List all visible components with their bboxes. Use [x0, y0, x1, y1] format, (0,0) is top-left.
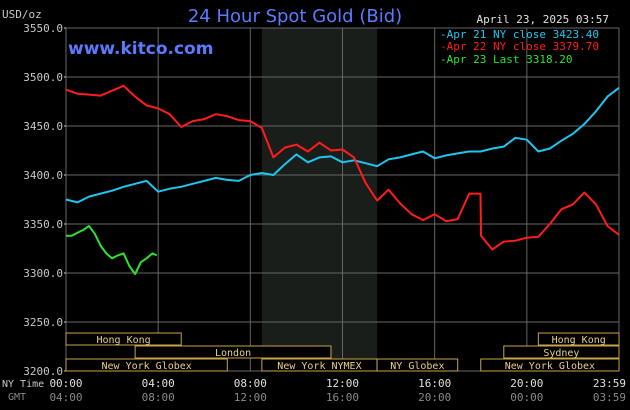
session-label: New York NYMEX: [277, 361, 361, 372]
session-box: [376, 358, 459, 372]
y-tick-label: 3350.0: [23, 218, 63, 231]
series-line-apr23: [66, 225, 158, 275]
grid-lines: [65, 27, 620, 372]
y-tick-label: 3500.0: [23, 71, 63, 84]
x-axis-ticks: 00:0004:0004:0008:0008:0012:0012:0016:00…: [49, 377, 626, 404]
x-tick-label-ny: 04:00: [142, 377, 175, 390]
x-tick-label-gmt: 20:00: [418, 391, 451, 404]
x-tick-label-gmt: 04:00: [49, 391, 82, 404]
series-line-apr21: [65, 87, 620, 204]
nymex-shaded-region: [261, 28, 378, 371]
legend-entry-apr23: -Apr 23 Last 3318.20: [440, 53, 572, 66]
x-tick-label-gmt: 00:00: [510, 391, 543, 404]
session-label: Hong Kong: [552, 335, 606, 346]
y-tick-label: 3300.0: [23, 267, 63, 280]
trading-sessions: Hong Kong London New York Globex New York N…: [65, 332, 620, 372]
chart-title: 24 Hour Spot Gold (Bid): [188, 6, 402, 27]
session-box: [537, 332, 620, 346]
session-box: [65, 332, 182, 346]
legend: -Apr 21 NY close 3423.40 -Apr 22 NY clos…: [440, 28, 599, 66]
legend-entry-apr21: -Apr 21 NY close 3423.40: [440, 28, 599, 41]
y-tick-label: 3550.0: [23, 22, 63, 35]
x-tick-label-ny: 12:00: [326, 377, 359, 390]
y-axis-unit: USD/oz: [2, 8, 42, 21]
price-series: [65, 84, 620, 275]
session-box: [65, 358, 228, 372]
session-label: New York Globex: [505, 361, 595, 372]
y-tick-label: 3250.0: [23, 316, 63, 329]
watermark: www.kitco.com: [68, 39, 213, 59]
y-axis-ticks: 3200.0 3250.0 3300.0 3350.0 3400.0 3450.0 3500…: [23, 22, 66, 378]
ny-time-label: NY Time: [2, 379, 44, 390]
gmt-label: GMT: [8, 392, 26, 403]
x-tick-label-gmt: 16:00: [326, 391, 359, 404]
y-tick-label: 3450.0: [23, 120, 63, 133]
session-label: London: [215, 348, 251, 359]
x-tick-label-ny: 20:00: [510, 377, 543, 390]
x-tick-label-gmt: 08:00: [142, 391, 175, 404]
session-label: New York Globex: [101, 361, 191, 372]
y-tick-label: 3200.0: [23, 365, 63, 378]
session-box: [503, 345, 620, 359]
session-label: Sydney: [543, 348, 579, 359]
x-tick-label-gmt: 12:00: [234, 391, 267, 404]
legend-entry-apr22: -Apr 22 NY close 3379.70: [440, 40, 599, 53]
session-box: [134, 345, 332, 359]
session-label: Hong Kong: [97, 335, 151, 346]
y-tick-label: 3400.0: [23, 169, 63, 182]
x-tick-label-ny: 23:59: [593, 377, 626, 390]
x-tick-label-gmt: 03:59: [593, 391, 626, 404]
x-tick-label-ny: 00:00: [49, 377, 82, 390]
x-tick-label-ny: 16:00: [418, 377, 451, 390]
session-box: [480, 358, 620, 372]
timestamp: April 23, 2025 03:57: [477, 13, 609, 26]
series-line-apr22: [65, 84, 620, 251]
x-tick-label-ny: 08:00: [234, 377, 267, 390]
session-label: NY Globex: [390, 361, 444, 372]
